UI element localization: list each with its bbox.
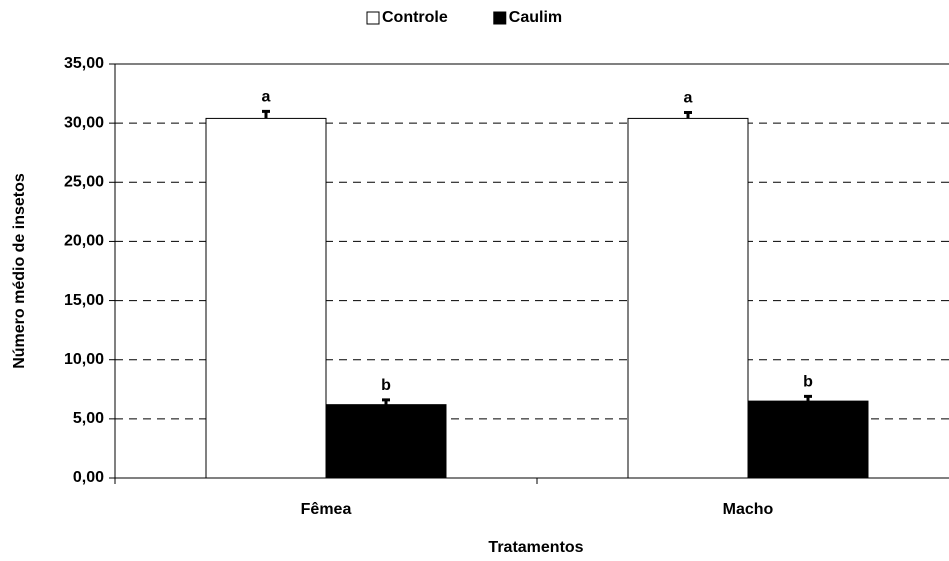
error-bar — [382, 398, 390, 405]
bar — [747, 400, 869, 479]
legend-swatch — [366, 11, 380, 25]
y-tick-label: 30,00 — [64, 114, 104, 131]
error-bar — [684, 110, 692, 119]
x-axis-label: Tratamentos — [488, 539, 583, 556]
y-tick-label: 15,00 — [64, 292, 104, 309]
significance-label: b — [803, 374, 813, 391]
y-tick-label: 35,00 — [64, 55, 104, 72]
significance-label: b — [381, 377, 391, 394]
bar — [205, 117, 327, 479]
y-axis-label: Número médio de insetos — [11, 173, 28, 369]
bar — [627, 117, 749, 479]
error-bar — [804, 394, 812, 402]
y-tick-label: 5,00 — [73, 410, 104, 427]
x-tick-label: Fêmea — [301, 501, 352, 518]
legend-swatch — [493, 11, 507, 25]
y-tick-label: 10,00 — [64, 351, 104, 368]
error-bar — [262, 109, 270, 119]
legend-label: Controle — [382, 9, 448, 26]
y-tick-label: 20,00 — [64, 233, 104, 250]
significance-label: a — [262, 89, 271, 106]
y-tick-label: 0,00 — [73, 469, 104, 486]
legend-label: Caulim — [509, 9, 562, 26]
significance-label: a — [684, 90, 693, 107]
bar — [325, 404, 447, 479]
y-tick-label: 25,00 — [64, 174, 104, 191]
x-tick-label: Macho — [723, 501, 774, 518]
